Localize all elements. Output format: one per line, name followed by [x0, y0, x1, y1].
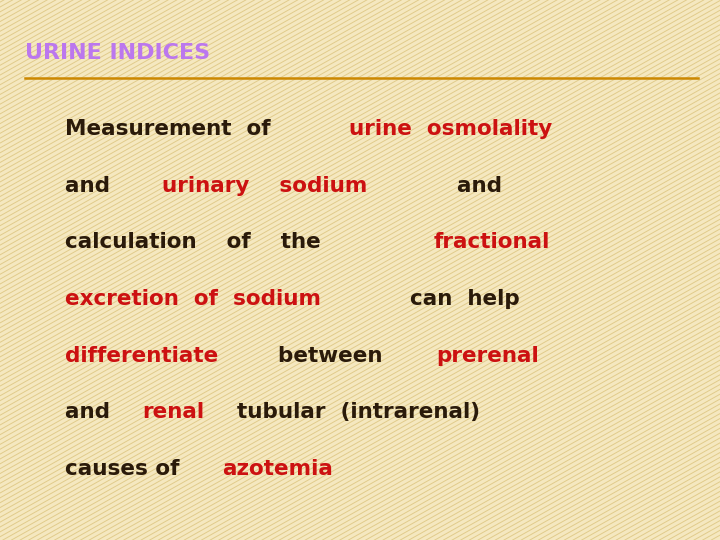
Text: Measurement  of: Measurement of — [65, 119, 285, 139]
Text: prerenal: prerenal — [436, 346, 539, 366]
Text: causes of: causes of — [65, 459, 186, 479]
Text: and: and — [426, 176, 502, 195]
Text: and: and — [65, 176, 140, 195]
Text: can  help: can help — [395, 289, 520, 309]
Text: between: between — [263, 346, 397, 366]
Text: urinary    sodium: urinary sodium — [161, 176, 367, 195]
Text: renal: renal — [143, 402, 204, 422]
Text: URINE INDICES: URINE INDICES — [25, 43, 210, 63]
Text: azotemia: azotemia — [222, 459, 333, 479]
Text: urine  osmolality: urine osmolality — [349, 119, 553, 139]
Text: excretion  of  sodium: excretion of sodium — [65, 289, 321, 309]
Text: differentiate: differentiate — [65, 346, 218, 366]
Text: tubular  (intrarenal): tubular (intrarenal) — [222, 402, 480, 422]
Text: and: and — [65, 402, 125, 422]
Text: calculation    of    the: calculation of the — [65, 232, 351, 252]
Text: fractional: fractional — [433, 232, 550, 252]
